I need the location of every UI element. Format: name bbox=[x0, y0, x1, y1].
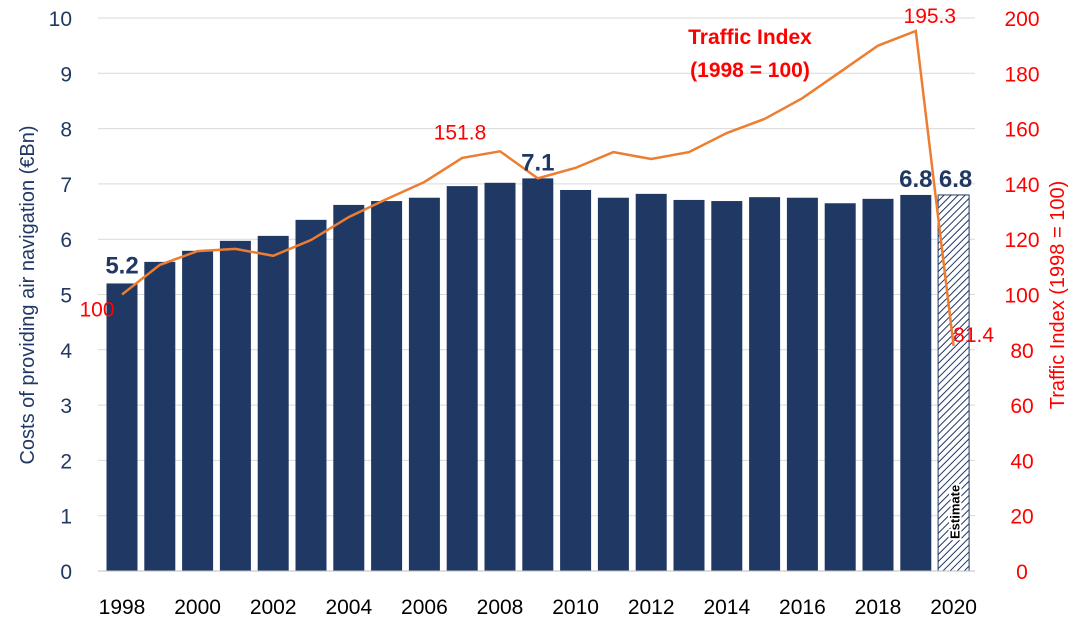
x-tick-label: 2010 bbox=[552, 596, 599, 619]
line-data-label: 195.3 bbox=[904, 5, 957, 28]
x-tick-label: 2004 bbox=[325, 596, 372, 619]
bar-series bbox=[106, 178, 970, 572]
bar bbox=[597, 197, 629, 571]
line-data-label: 81.4 bbox=[953, 324, 994, 347]
x-tick-label: 2002 bbox=[250, 596, 297, 619]
bar bbox=[711, 201, 743, 571]
bar bbox=[673, 199, 705, 571]
x-tick-label: 2018 bbox=[855, 596, 902, 619]
y-tick-label: 0 bbox=[60, 561, 72, 584]
x-tick-label: 2014 bbox=[703, 596, 750, 619]
bar bbox=[484, 182, 516, 571]
y-tick-label: 1 bbox=[60, 506, 72, 529]
bar bbox=[295, 219, 327, 571]
y-tick-label: 9 bbox=[60, 63, 72, 86]
bar bbox=[219, 240, 251, 571]
y2-tick-label: 20 bbox=[1010, 506, 1033, 529]
bar bbox=[144, 261, 176, 571]
bar bbox=[786, 197, 818, 571]
y2-tick-label: 120 bbox=[1004, 229, 1039, 252]
bar bbox=[408, 197, 440, 571]
bar bbox=[824, 203, 856, 571]
bar bbox=[182, 250, 214, 572]
bar bbox=[560, 189, 592, 571]
bar-data-label: 6.8 bbox=[899, 166, 932, 193]
line-series bbox=[121, 29, 955, 347]
y-axis-title: Costs of providing air navigation (€Bn) bbox=[17, 125, 39, 464]
bar bbox=[106, 283, 138, 571]
y-tick-label: 5 bbox=[60, 285, 72, 308]
x-tick-label: 2016 bbox=[779, 596, 826, 619]
y-tick-label: 4 bbox=[60, 340, 72, 363]
y2-tick-label: 140 bbox=[1004, 174, 1039, 197]
y2-tick-label: 40 bbox=[1010, 450, 1033, 473]
x-tick-label: 2006 bbox=[401, 596, 448, 619]
y-tick-label: 10 bbox=[49, 8, 72, 31]
y2-tick-label: 200 bbox=[1004, 8, 1039, 31]
y-tick-label: 6 bbox=[60, 229, 72, 252]
y2-tick-label: 180 bbox=[1004, 63, 1039, 86]
x-tick-label: 2008 bbox=[477, 596, 524, 619]
x-tick-label: 2000 bbox=[174, 596, 221, 619]
y2-tick-label: 160 bbox=[1004, 119, 1039, 142]
bar bbox=[862, 198, 894, 571]
axes: 0123456789100204060801001201401601802001… bbox=[49, 8, 1040, 619]
bar bbox=[522, 178, 554, 571]
x-tick-label: 2012 bbox=[628, 596, 675, 619]
traffic-index-line bbox=[121, 29, 955, 347]
bar bbox=[635, 193, 667, 571]
x-tick-label: 2020 bbox=[930, 596, 977, 619]
y2-tick-label: 80 bbox=[1010, 340, 1033, 363]
bar-data-label: 6.8 bbox=[939, 166, 972, 193]
bar bbox=[749, 197, 781, 571]
legend-line-title-1: Traffic Index bbox=[688, 26, 812, 49]
data-labels: Estimate 5.2 7.1 6.8 6.8 100 151.8 195.3 81.4 bbox=[79, 5, 994, 541]
y-tick-label: 3 bbox=[60, 395, 72, 418]
line-data-label: 100 bbox=[79, 299, 114, 322]
bar bbox=[900, 194, 932, 571]
x-tick-label: 1998 bbox=[99, 596, 146, 619]
bar-data-label: 5.2 bbox=[105, 252, 138, 279]
y-tick-label: 2 bbox=[60, 450, 72, 473]
y2-tick-label: 0 bbox=[1016, 561, 1028, 584]
bar bbox=[257, 235, 289, 571]
y-tick-label: 7 bbox=[60, 174, 72, 197]
y2-tick-label: 60 bbox=[1010, 395, 1033, 418]
y2-tick-label: 100 bbox=[1004, 285, 1039, 308]
bar bbox=[333, 204, 365, 571]
bar bbox=[446, 186, 478, 571]
estimate-label: Estimate bbox=[948, 485, 963, 539]
legend-line-title-2: (1998 = 100) bbox=[690, 59, 810, 82]
bar-data-label: 7.1 bbox=[521, 149, 554, 176]
y2-axis-title: Traffic Index (1998 = 100) bbox=[1047, 181, 1069, 409]
line-data-label: 151.8 bbox=[434, 121, 487, 144]
y-tick-label: 8 bbox=[60, 119, 72, 142]
bar bbox=[371, 201, 403, 571]
